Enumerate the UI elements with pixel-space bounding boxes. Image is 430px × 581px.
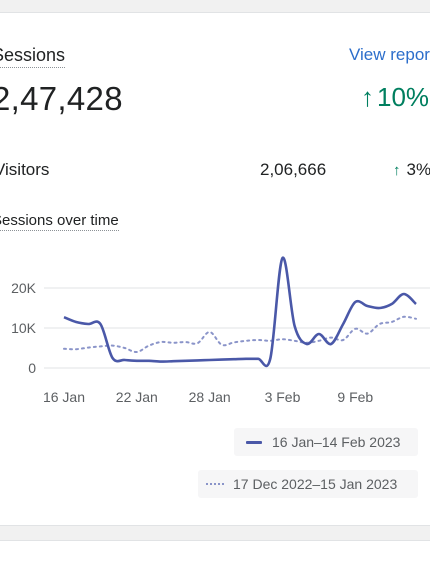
x-tick-label: 22 Jan	[116, 389, 158, 405]
arrow-up-icon: ↑	[361, 82, 374, 113]
series-line-previous[interactable]	[64, 317, 416, 352]
legend-label-previous: 17 Dec 2022–15 Jan 2023	[233, 476, 397, 492]
solid-line-swatch-icon	[246, 441, 262, 444]
arrow-up-icon: ↑	[393, 162, 401, 179]
chart-title[interactable]: Sessions over time	[0, 212, 119, 231]
legend-label-current: 16 Jan–14 Feb 2023	[272, 434, 400, 450]
sessions-chart: 0 10K 20K 16 Jan 22 Jan 28 Jan 3 Feb 9 Feb	[0, 240, 430, 420]
x-tick-label: 3 Feb	[265, 389, 301, 405]
y-tick-label: 20K	[11, 280, 37, 296]
card-title[interactable]: Sessions	[0, 44, 65, 68]
x-tick-label: 9 Feb	[337, 389, 373, 405]
y-tick-label: 10K	[11, 320, 37, 336]
x-tick-label: 16 Jan	[43, 389, 85, 405]
total-sessions-value: 2,47,428	[0, 80, 123, 118]
visitors-value: 2,06,666	[260, 160, 326, 180]
dotted-line-swatch-icon	[206, 483, 224, 485]
legend-item-previous[interactable]: 17 Dec 2022–15 Jan 2023	[198, 470, 418, 498]
visitors-trend-value: 3%	[407, 160, 430, 179]
visitors-trend: ↑ 3%	[393, 160, 430, 180]
legend-item-current[interactable]: 16 Jan–14 Feb 2023	[234, 428, 418, 456]
sessions-trend-value: 10%	[377, 82, 429, 112]
next-card	[0, 540, 430, 581]
visitors-label: Visitors	[0, 160, 49, 180]
view-report-link[interactable]: View report	[349, 45, 430, 65]
series-line-current[interactable]	[64, 258, 416, 366]
sessions-trend: ↑10%	[361, 82, 429, 113]
x-tick-label: 28 Jan	[189, 389, 231, 405]
y-tick-label: 0	[28, 360, 36, 376]
